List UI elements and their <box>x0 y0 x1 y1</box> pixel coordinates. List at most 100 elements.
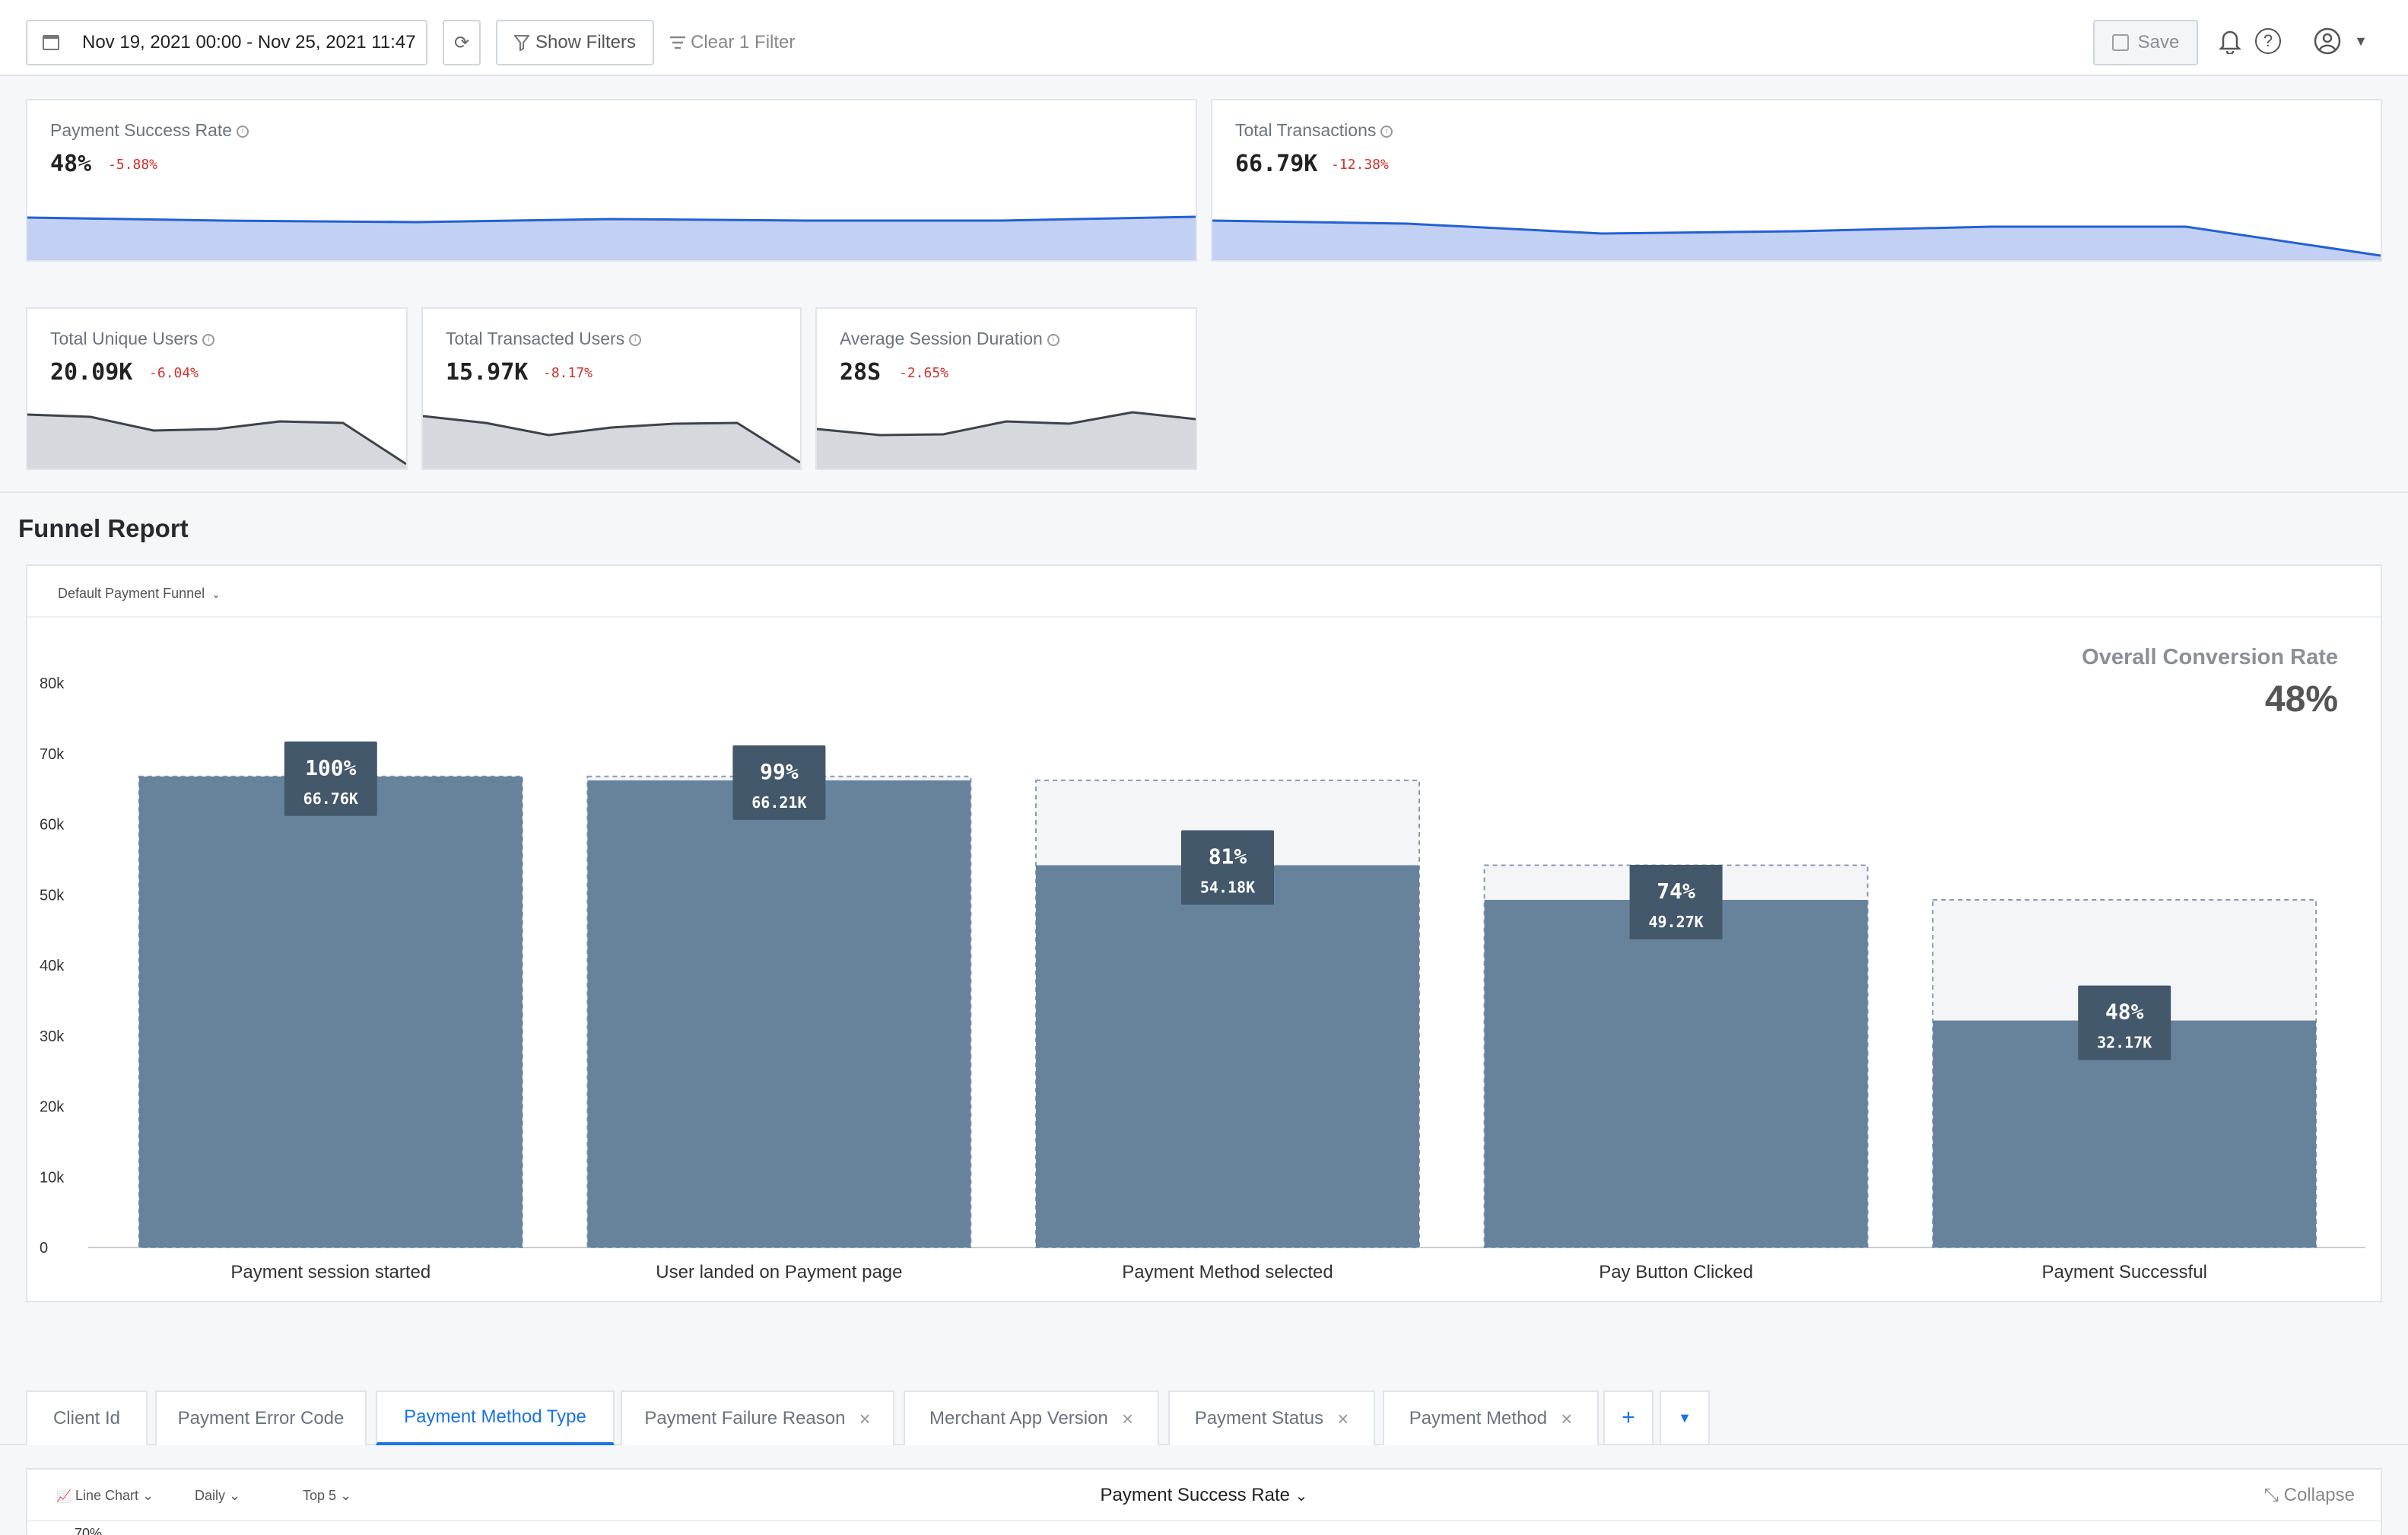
kpi-title-text: Total Transactions <box>1235 120 1377 140</box>
kpi-title: Total Transactions i <box>1235 120 1393 141</box>
funnel-selector[interactable]: Default Payment Funnel ⌄ <box>58 586 221 602</box>
kpi-title: Payment Success Rate i <box>50 120 249 141</box>
funnel-bar[interactable] <box>138 776 523 1247</box>
sparkline-area <box>423 416 800 469</box>
kpi-average-session-duration[interactable]: Average Session Duration i 28S -2.65% <box>815 307 1197 470</box>
y-tick-label: 50k <box>40 887 65 904</box>
kpi-sparkline <box>423 415 800 469</box>
funnel-percent-label: 74% <box>1657 879 1695 904</box>
tab-payment-status[interactable]: Payment Status × <box>1168 1390 1375 1445</box>
tab-payment-method-type[interactable]: Payment Method Type <box>376 1390 615 1445</box>
y-tick-label: 20k <box>40 1099 65 1116</box>
caret-down-icon: ▼ <box>1678 1409 1692 1425</box>
y-tick-label: 40k <box>40 958 65 974</box>
metric-dropdown[interactable]: Payment Success Rate ⌄ <box>27 1485 2381 1506</box>
user-menu-caret-icon[interactable]: ▼ <box>2354 33 2368 49</box>
collapse-button[interactable]: ⤡ Collapse <box>2264 1485 2355 1506</box>
close-icon[interactable]: × <box>1121 1406 1133 1430</box>
funnel-step-badge <box>1181 830 1274 905</box>
kpi-payment-success-rate[interactable]: Payment Success Rate i 48% -5.88% <box>26 99 1197 262</box>
funnel-bar[interactable] <box>587 780 971 1247</box>
funnel-step-badge <box>732 745 826 820</box>
save-button[interactable]: Save <box>2093 20 2198 65</box>
kpi-title-text: Total Unique Users <box>50 329 199 348</box>
y-tick-label: 30k <box>40 1028 65 1045</box>
kpi-title-text: Total Transacted Users <box>446 329 625 348</box>
kpi-title: Total Unique Users i <box>50 329 215 349</box>
top-n-dropdown[interactable]: Top 5 ⌄ <box>303 1488 351 1504</box>
breakdown-header: 📈 Line Chart ⌄ Daily ⌄ Top 5 ⌄ Payment S… <box>27 1470 2381 1521</box>
refresh-button[interactable]: ⟳ <box>443 20 481 65</box>
chevron-down-icon: ⌄ <box>340 1488 352 1503</box>
kpi-title: Total Transacted Users i <box>446 329 642 349</box>
info-icon[interactable]: i <box>629 333 642 346</box>
clear-filter-label: Clear 1 Filter <box>691 32 796 52</box>
funnel-percent-label: 81% <box>1209 844 1247 869</box>
y-tick-label: 80k <box>40 675 65 692</box>
kpi-value: 48% <box>50 151 92 177</box>
funnel-step-badge <box>1629 865 1723 940</box>
close-icon[interactable]: × <box>1561 1406 1573 1430</box>
chevron-down-icon: ⌄ <box>211 588 221 600</box>
clear-filter-button[interactable]: Clear 1 Filter <box>669 20 795 65</box>
sparkline-line <box>27 215 1196 224</box>
kpi-value: 66.79K <box>1235 151 1318 177</box>
kpi-value: 20.09K <box>50 359 133 386</box>
funnel-chart: 0 10k 20k 30k 40k 50k 60k 70k 80k 100% 66.76K Payme… <box>40 675 2365 1282</box>
sparkline-area <box>817 412 1196 469</box>
kpi-total-transacted-users[interactable]: Total Transacted Users i 15.97K -8.17% <box>421 307 802 470</box>
funnel-percent-label: 99% <box>760 759 799 784</box>
info-icon[interactable]: i <box>237 125 249 138</box>
help-icon[interactable]: ? <box>2253 26 2283 56</box>
show-filters-label: Show Filters <box>535 32 637 52</box>
sparkline-line <box>27 413 406 466</box>
tab-payment-error-code[interactable]: Payment Error Code <box>155 1390 367 1445</box>
add-tab-button[interactable]: + <box>1603 1390 1654 1445</box>
kpi-sparkline <box>1212 219 2381 260</box>
y-tick-label: 0 <box>40 1240 48 1257</box>
clear-filter-icon <box>670 36 685 49</box>
tab-payment-method[interactable]: Payment Method × <box>1383 1390 1599 1445</box>
close-icon[interactable]: × <box>1337 1406 1349 1430</box>
bell-icon[interactable] <box>2215 26 2245 56</box>
funnel-value-label: 32.17K <box>2097 1034 2152 1052</box>
kpi-delta: -8.17% <box>543 365 593 381</box>
funnel-card: Default Payment Funnel ⌄ Overall Convers… <box>26 564 2382 1302</box>
sparkline-line <box>1212 219 2381 257</box>
kpi-sparkline <box>27 413 406 469</box>
kpi-delta: -5.88% <box>108 157 158 173</box>
funnel-bar[interactable] <box>1036 865 1419 1247</box>
funnel-bar[interactable] <box>1484 900 1868 1247</box>
section-divider <box>0 491 2408 493</box>
info-icon[interactable]: i <box>1047 333 1059 346</box>
chart-type-label: Line Chart <box>75 1488 138 1503</box>
more-tabs-button[interactable]: ▼ <box>1660 1390 1710 1445</box>
tab-client-id[interactable]: Client Id <box>26 1390 148 1445</box>
date-range-picker[interactable]: Nov 19, 2021 00:00 - Nov 25, 2021 11:47 <box>26 20 427 65</box>
x-category-label: Payment session started <box>230 1262 430 1282</box>
interval-dropdown[interactable]: Daily ⌄ <box>195 1488 240 1504</box>
show-filters-button[interactable]: Show Filters <box>496 20 654 65</box>
close-icon[interactable]: × <box>859 1406 871 1430</box>
kpi-sparkline <box>817 411 1196 469</box>
info-icon[interactable]: i <box>202 333 215 346</box>
interval-label: Daily <box>195 1488 226 1503</box>
kpi-total-unique-users[interactable]: Total Unique Users i 20.09K -6.04% <box>26 307 408 470</box>
y-tick-label: 70k <box>40 746 65 763</box>
kpi-value: 15.97K <box>446 359 529 386</box>
user-avatar-icon[interactable] <box>2312 26 2343 56</box>
tab-merchant-app-version[interactable]: Merchant App Version × <box>904 1390 1159 1445</box>
tab-label: Payment Status <box>1194 1408 1324 1429</box>
funnel-header: Default Payment Funnel ⌄ <box>27 566 2381 618</box>
tab-label: Payment Method Type <box>404 1406 586 1427</box>
info-icon[interactable]: i <box>1380 125 1393 138</box>
chart-type-dropdown[interactable]: 📈 Line Chart ⌄ <box>56 1488 154 1504</box>
sparkline-area <box>27 217 1196 260</box>
funnel-step-badge <box>284 741 377 816</box>
filter-icon <box>513 35 529 51</box>
funnel-selector-label: Default Payment Funnel <box>58 586 205 601</box>
tab-payment-failure-reason[interactable]: Payment Failure Reason × <box>621 1390 894 1445</box>
kpi-total-transactions[interactable]: Total Transactions i 66.79K -12.38% <box>1211 99 2382 262</box>
funnel-step-badge <box>2078 985 2171 1060</box>
top-n-label: Top 5 <box>303 1488 337 1503</box>
